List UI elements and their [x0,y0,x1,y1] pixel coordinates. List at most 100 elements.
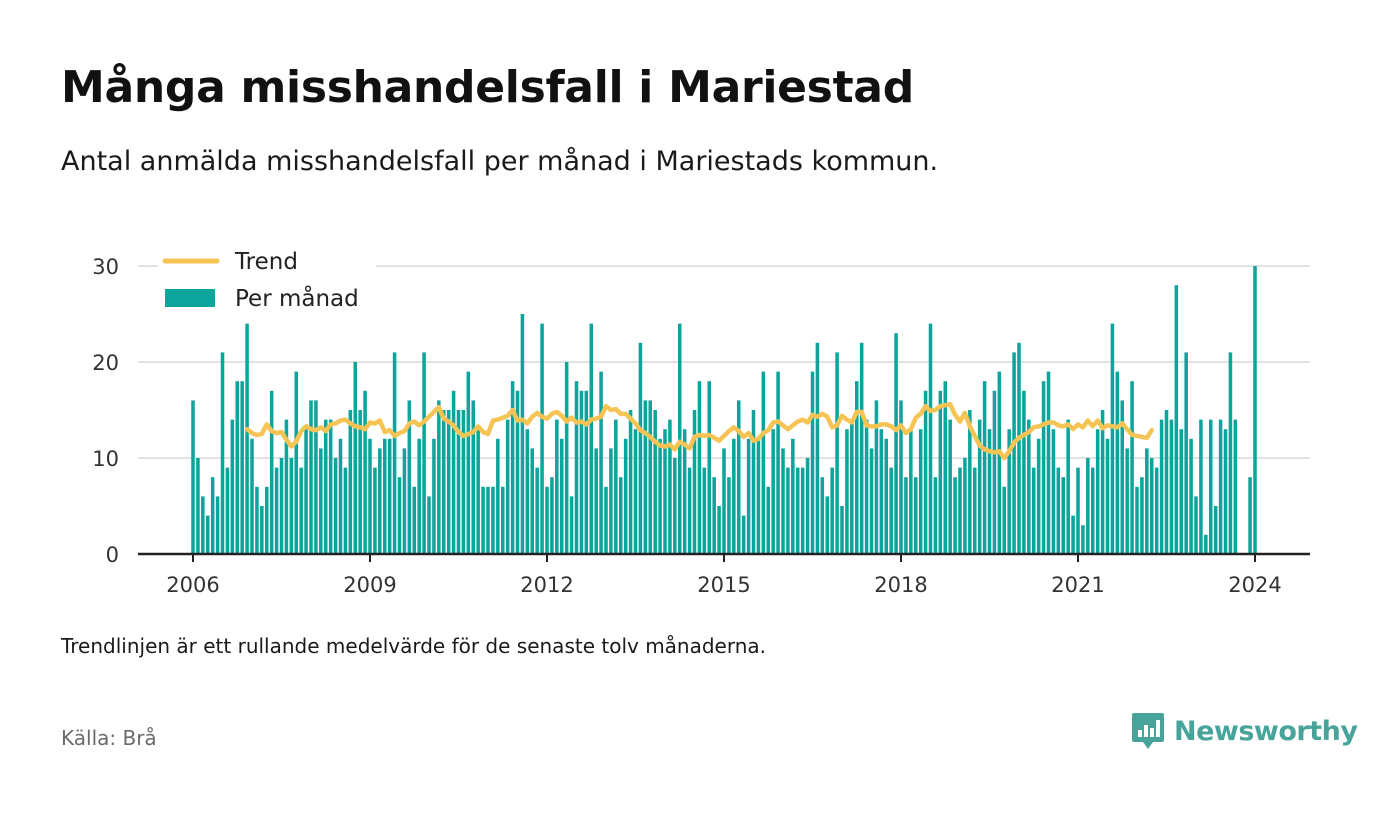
bar [1012,352,1016,554]
bar [496,438,500,554]
bar [441,410,446,554]
bar [923,390,928,554]
bar [1056,467,1061,554]
bar [830,467,834,554]
bars-series-per-manad [191,266,1257,554]
bar [1184,352,1188,554]
bar [456,410,461,554]
bar [255,486,259,554]
bar [938,390,943,554]
bar [854,381,859,554]
chart-subtitle: Antal anmälda misshandelsfall per månad … [61,146,939,177]
bar [191,400,195,554]
bar [201,496,205,554]
bar [869,448,874,554]
trend-footnote: Trendlinjen är ett rullande medelvärde f… [61,634,767,658]
legend-trend-label: Trend [234,249,298,275]
bar [1174,285,1179,554]
bar [1110,323,1115,554]
bar [260,506,264,554]
bar [589,323,594,554]
bar [776,371,780,554]
bar [1086,458,1090,554]
bar [451,390,456,554]
bar [850,419,854,554]
bar [933,477,938,554]
bar [461,410,466,554]
bar [653,410,657,554]
bar [535,467,539,554]
bar [668,419,672,554]
legend: Trend Per månad [158,244,376,320]
bar [1022,390,1026,554]
bar [279,458,284,554]
bar [633,429,638,554]
bar [559,438,564,554]
bar [879,429,884,554]
bar [407,400,412,554]
bar [1199,419,1203,554]
bar [682,429,687,554]
bar [1076,467,1080,554]
bar [800,467,805,554]
bar [1105,438,1110,554]
bar [1100,410,1105,554]
x-tick-label: 2024 [1228,573,1281,597]
bar [319,448,323,554]
bar [609,448,613,554]
bar [810,371,815,554]
bar [1031,467,1036,554]
bar [943,381,948,554]
bar [417,438,421,554]
bar [1194,496,1198,554]
newsworthy-logo[interactable]: Newsworthy [1131,711,1358,751]
bar [1179,429,1184,554]
bar [481,486,485,554]
bar [1066,419,1070,554]
x-tick-label: 2012 [520,573,573,597]
bar [1248,477,1252,554]
bar [540,323,544,554]
bar [373,467,377,554]
bar [333,458,338,554]
bar [245,323,249,554]
bar [687,467,692,554]
bar [859,342,864,554]
bar [328,419,333,554]
bar [1125,448,1129,554]
bar [1041,381,1046,554]
source-credit: Källa: Brå [61,726,157,750]
bar [977,419,982,554]
bar [309,400,313,554]
bar [1115,371,1120,554]
bar [1169,419,1174,554]
bar [1164,410,1169,554]
bar [550,477,554,554]
bar [751,410,756,554]
bar [628,410,633,554]
bar [638,342,643,554]
bar [791,438,795,554]
bar [1223,429,1228,554]
bar [918,429,923,554]
bar [904,477,908,554]
x-tick-label: 2009 [343,573,396,597]
bar [771,429,775,554]
bar [928,323,933,554]
bar [697,381,702,554]
bar [963,458,967,554]
bar [1071,515,1075,554]
bar [196,458,200,554]
bar [736,400,741,554]
bar [338,438,343,554]
bar [618,477,623,554]
bar [913,477,918,554]
bar [968,410,972,554]
bar [250,438,254,554]
bar [1213,506,1218,554]
bar [648,400,653,554]
bar [437,400,441,554]
bar [1228,352,1233,554]
bar [427,496,431,554]
bar [235,381,240,554]
